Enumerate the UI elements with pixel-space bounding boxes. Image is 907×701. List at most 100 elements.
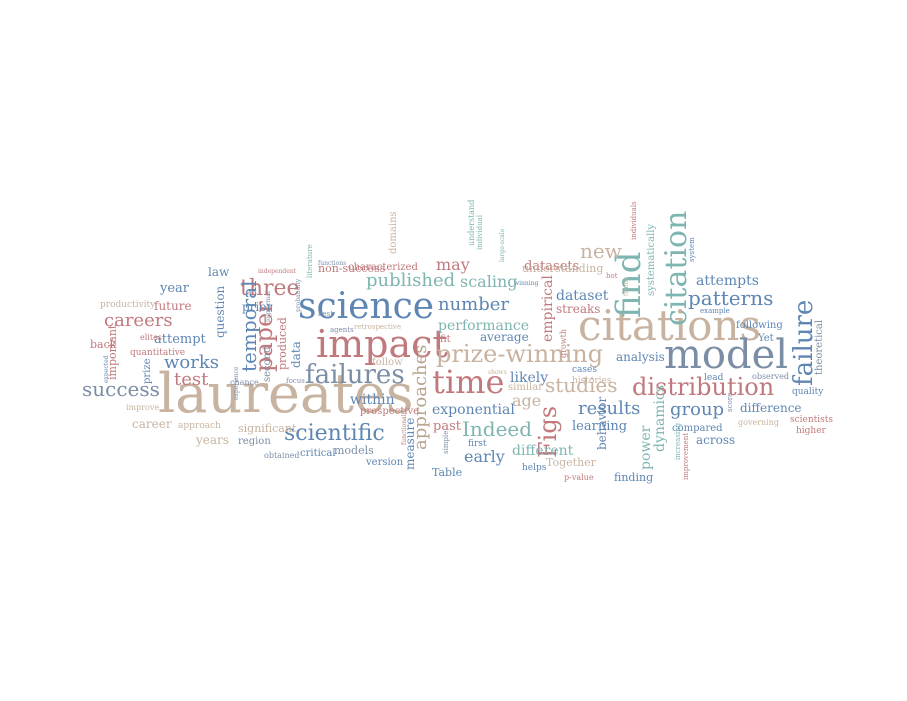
word-career: career [132, 417, 172, 431]
word-shows: shows [488, 369, 507, 376]
word-elites: elites [140, 333, 162, 342]
word-lead: lead [704, 373, 724, 383]
word-system: system [688, 237, 696, 262]
word-approach: approach [178, 421, 221, 431]
word-characterized: characterized [348, 262, 418, 273]
word-systematically: systematically [646, 224, 657, 296]
word-governing: governing [738, 418, 779, 427]
word-laureates: laureates [158, 362, 414, 425]
word-performance: performance [438, 318, 529, 334]
word-may: may [436, 255, 470, 274]
word-version: version [365, 457, 404, 468]
word-learning: learning [572, 419, 627, 434]
word-cases: cases [572, 365, 597, 375]
word-paper: paper [250, 301, 278, 372]
word-first: first [468, 439, 487, 449]
word-attempt: attempt [154, 332, 207, 347]
word-similar: similar [508, 382, 543, 393]
word-figs: Figs [534, 406, 562, 458]
word-past: past [433, 419, 462, 434]
word-finding: finding [614, 471, 653, 484]
word-distribution: distribution [632, 373, 774, 401]
word-best: best [318, 310, 333, 318]
word-domains: domains [388, 211, 399, 254]
word-analysis: analysis [616, 350, 665, 364]
word-table: Table [432, 466, 462, 479]
word-future: future [154, 299, 192, 313]
word-experience: experience [233, 366, 240, 400]
word-p-value: p-value [564, 473, 594, 482]
word-together: Together [546, 456, 597, 469]
word-follow: follow [372, 357, 403, 368]
word-age: age [512, 391, 541, 410]
word-chance: chance [230, 378, 259, 387]
word-productivity: productivity [100, 300, 156, 310]
word-back: back [90, 338, 117, 351]
word-citations: citations [578, 301, 761, 350]
word-published: published [366, 270, 455, 291]
word-fit: fit [440, 334, 451, 345]
word-data: data [289, 341, 303, 368]
word-law: law [208, 265, 230, 279]
word-understanding: understanding [522, 262, 603, 275]
word-early: early [464, 447, 505, 466]
word-higher: higher [796, 426, 827, 436]
word-winning: winning [514, 280, 539, 287]
word-scientists: scientists [790, 415, 833, 425]
word-obtained: obtained [264, 451, 300, 460]
word-dynamics: dynamics [652, 385, 668, 452]
word-scaling: scaling [460, 272, 518, 291]
word-teams: teams [623, 278, 630, 296]
word-models: models [334, 444, 374, 457]
word-functions: functions [318, 260, 346, 267]
word-understand: understand [467, 200, 476, 246]
word-works: works [164, 352, 219, 373]
word-individuals: individuals [630, 201, 638, 240]
word-scientific: scientific [284, 421, 385, 446]
word-behavior: behavior [595, 396, 609, 450]
word-lognormal: lognormal [265, 291, 272, 322]
word-agents: agents [330, 326, 354, 334]
word-different: different [512, 443, 574, 459]
word-new: new [580, 239, 622, 263]
word-careers: careers [104, 310, 173, 331]
word-improve: improve [126, 403, 159, 412]
word-critical: critical [300, 448, 336, 459]
word-time: time [432, 363, 504, 401]
word-theoretical: theoretical [814, 320, 825, 375]
word-number: number [438, 294, 509, 315]
word-second: second [262, 346, 273, 382]
word-independent: independent [258, 268, 297, 275]
word-indeed: Indeed [462, 417, 532, 441]
word-focus: focus [286, 377, 305, 385]
word-within: within [350, 392, 395, 408]
word-literature: literature [306, 244, 314, 278]
word-significant: significant [238, 422, 297, 435]
word-difference: difference [740, 401, 802, 415]
word-prize-winning: prize-winning [436, 340, 603, 368]
word-prospective: prospective [360, 406, 419, 417]
word-group: group [670, 399, 724, 420]
word-average: average [480, 330, 529, 344]
word-citation: citation [659, 211, 694, 326]
word-across: across [696, 433, 735, 447]
word-science: science [298, 286, 434, 327]
word-increasing: increasing [674, 422, 682, 460]
word-results: results [578, 398, 640, 419]
word-functional: functional [401, 414, 408, 445]
word-measure: measure [403, 418, 417, 470]
word-failures: failures [305, 360, 405, 390]
word-temporal: temporal [237, 280, 261, 372]
word-quality: quality [792, 387, 824, 397]
word-test: test [174, 369, 209, 390]
word-failure: failure [789, 300, 819, 386]
word-model: model [664, 332, 788, 378]
word-find: find [609, 252, 649, 318]
word-prize: prize [142, 358, 153, 384]
word-compared: compared [672, 423, 723, 434]
word-observed: observed [752, 372, 789, 381]
word-improvement: improvement [682, 433, 690, 480]
word-important: important [106, 324, 119, 380]
word-growth: growth [559, 329, 568, 358]
